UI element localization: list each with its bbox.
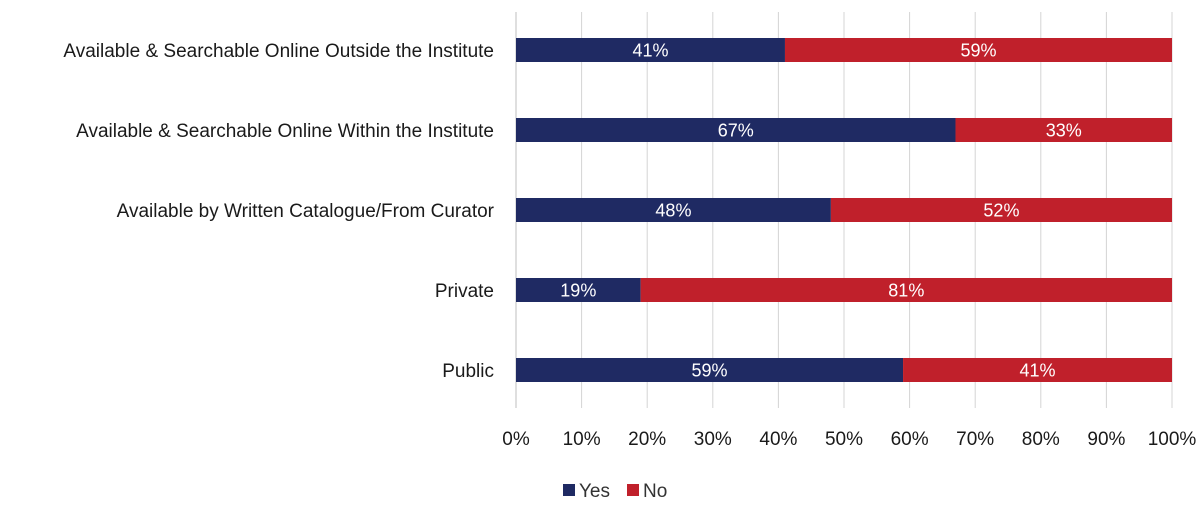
x-tick-label: 70%	[956, 429, 994, 450]
bar-no	[830, 198, 1172, 222]
category-label: Available by Written Catalogue/From Cura…	[117, 201, 495, 222]
bar-yes	[516, 38, 785, 62]
x-tick-label: 100%	[1148, 429, 1197, 450]
category-label: Public	[442, 361, 494, 382]
data-label: 59%	[960, 41, 996, 61]
data-label: 41%	[1020, 361, 1056, 381]
bar-yes	[516, 278, 641, 302]
category-label: Private	[435, 281, 494, 302]
bar-yes	[516, 198, 831, 222]
x-tick-label: 30%	[694, 429, 732, 450]
data-label: 52%	[983, 201, 1019, 221]
category-label: Available & Searchable Online Outside th…	[63, 41, 494, 62]
data-label: 48%	[655, 201, 691, 221]
x-tick-label: 90%	[1087, 429, 1125, 450]
category-label: Available & Searchable Online Within the…	[76, 121, 494, 142]
bar-no	[784, 38, 1172, 62]
x-tick-label: 10%	[563, 429, 601, 450]
data-label: 41%	[632, 41, 668, 61]
x-tick-label: 0%	[502, 429, 530, 450]
bar-no	[640, 278, 1172, 302]
bar-yes	[516, 118, 956, 142]
x-tick-label: 40%	[759, 429, 797, 450]
x-tick-label: 20%	[628, 429, 666, 450]
legend-swatch-no	[627, 484, 639, 496]
bar-yes	[516, 358, 904, 382]
data-label: 59%	[692, 361, 728, 381]
x-tick-label: 60%	[891, 429, 929, 450]
legend-label-yes: Yes	[579, 481, 610, 502]
x-tick-label: 50%	[825, 429, 863, 450]
bar-no	[955, 118, 1172, 142]
data-label: 19%	[560, 281, 596, 301]
legend-swatch-yes	[563, 484, 575, 496]
data-label: 33%	[1046, 121, 1082, 141]
legend-label-no: No	[643, 481, 667, 502]
x-tick-label: 80%	[1022, 429, 1060, 450]
data-label: 67%	[718, 121, 754, 141]
bar-no	[903, 358, 1172, 382]
data-label: 81%	[888, 281, 924, 301]
